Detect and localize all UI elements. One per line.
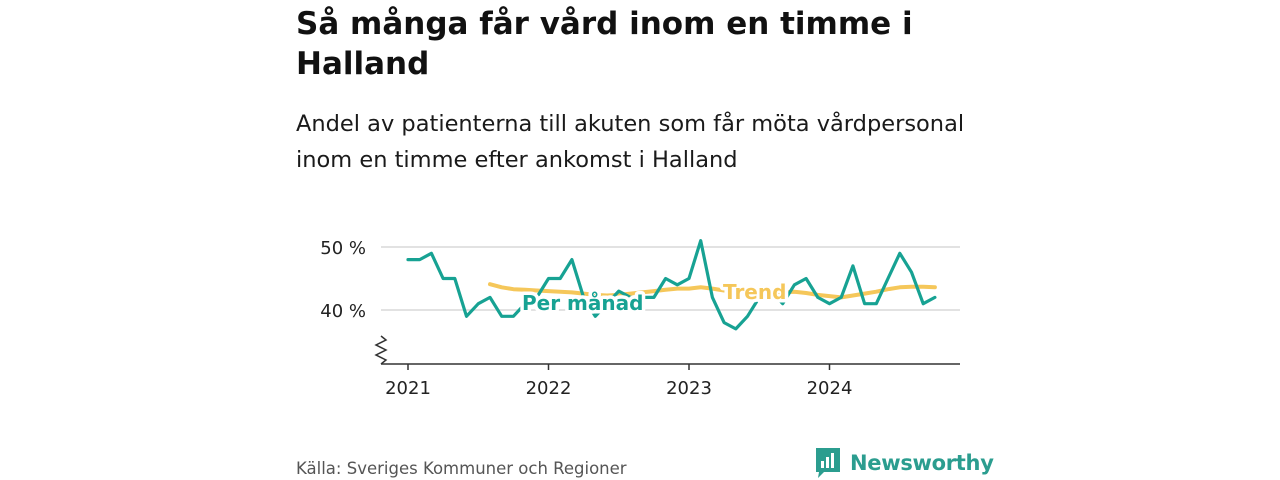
series-layer bbox=[406, 239, 937, 331]
x-tick-label: 2024 bbox=[807, 378, 853, 399]
x-tick-label: 2022 bbox=[526, 378, 572, 399]
chart-subtitle: Andel av patienterna till akuten som får… bbox=[296, 111, 965, 173]
brand-logo[interactable]: Newsworthy bbox=[814, 446, 994, 480]
axis-break-icon bbox=[374, 335, 388, 365]
x-axis: 2021 2022 2023 2024 bbox=[374, 335, 960, 399]
monthly-line bbox=[406, 239, 937, 331]
y-tick-label: 40 % bbox=[320, 301, 366, 322]
gridlines bbox=[381, 246, 960, 311]
source-note: Källa: Sveriges Kommuner och Regioner bbox=[296, 459, 627, 478]
series-label-trend: Trend bbox=[723, 280, 786, 304]
y-tick-labels: 40 % 50 % bbox=[320, 238, 366, 322]
chart-title: Så många får vård inom en timme i Hallan… bbox=[296, 6, 913, 82]
line-chart: 40 % 50 % 2021 2022 2023 2024 Per månad Trend bbox=[320, 238, 960, 399]
brand-name: Newsworthy bbox=[850, 451, 994, 475]
x-tick-label: 2021 bbox=[385, 378, 431, 399]
x-tick-label: 2023 bbox=[666, 378, 712, 399]
y-tick-label: 50 % bbox=[320, 238, 366, 259]
series-labels: Per månad Trend bbox=[519, 277, 790, 319]
newsworthy-logo-icon bbox=[816, 448, 840, 478]
series-label-monthly: Per månad bbox=[522, 291, 643, 315]
